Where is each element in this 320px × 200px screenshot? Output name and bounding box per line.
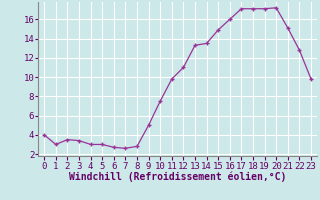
X-axis label: Windchill (Refroidissement éolien,°C): Windchill (Refroidissement éolien,°C)	[69, 172, 286, 182]
